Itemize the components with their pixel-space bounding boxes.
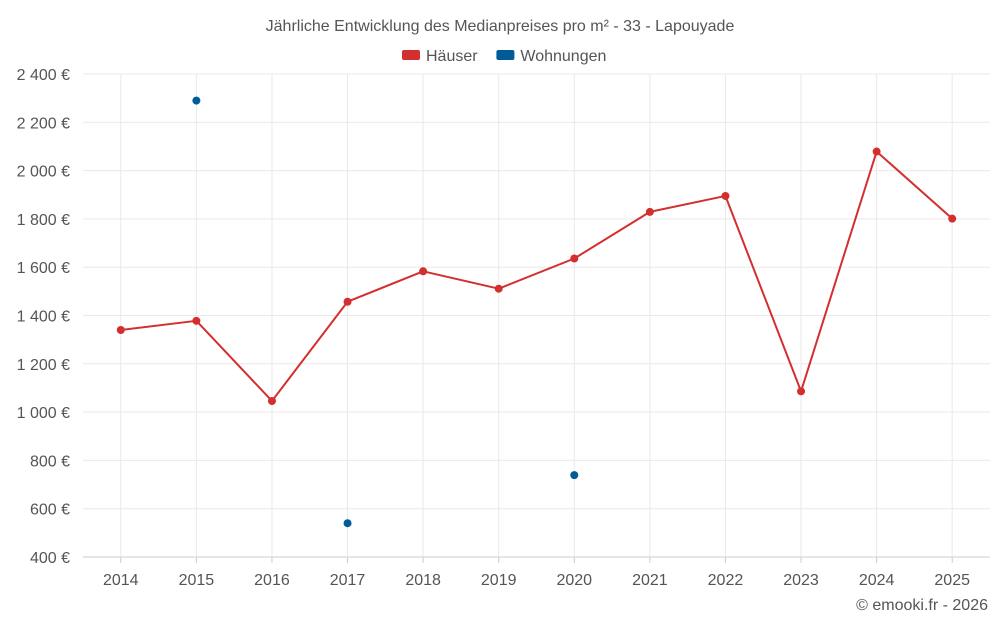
legend: Häuser Wohnungen <box>402 48 606 65</box>
y-tick-label: 1 000 € <box>17 405 70 422</box>
y-tick-label: 600 € <box>30 502 70 519</box>
x-tick-label: 2024 <box>859 572 895 589</box>
data-point-häuser[interactable] <box>797 387 806 396</box>
data-point-wohnungen[interactable] <box>192 96 201 105</box>
x-tick-label: 2020 <box>556 572 592 589</box>
x-tick-label: 2016 <box>254 572 290 589</box>
data-point-häuser[interactable] <box>192 316 201 325</box>
data-point-häuser[interactable] <box>267 396 276 405</box>
legend-label: Wohnungen <box>520 48 606 65</box>
x-tick-label: 2015 <box>179 572 215 589</box>
y-tick-label: 1 400 € <box>17 309 70 326</box>
data-point-häuser[interactable] <box>872 147 881 156</box>
y-tick-label: 1 600 € <box>17 260 70 277</box>
x-tick-label: 2017 <box>330 572 366 589</box>
series-layer <box>116 96 957 528</box>
data-point-häuser[interactable] <box>343 297 352 306</box>
data-point-häuser[interactable] <box>721 191 730 200</box>
copyright-footer: © emooki.fr - 2026 <box>856 597 988 614</box>
y-tick-label: 2 400 € <box>17 67 70 84</box>
y-tick-label: 400 € <box>30 550 70 567</box>
legend-item-wohnungen[interactable]: Wohnungen <box>496 48 606 65</box>
data-point-häuser[interactable] <box>948 214 957 223</box>
x-tick-label: 2019 <box>481 572 517 589</box>
x-tick-label: 2023 <box>783 572 819 589</box>
legend-swatch <box>496 50 515 60</box>
data-point-häuser[interactable] <box>570 254 579 263</box>
data-point-häuser[interactable] <box>116 325 125 334</box>
legend-swatch <box>402 50 420 60</box>
x-tick-label: 2022 <box>708 572 744 589</box>
grid <box>83 73 990 558</box>
data-point-wohnungen[interactable] <box>343 519 352 528</box>
chart-title: Jährliche Entwicklung des Medianpreises … <box>266 18 735 35</box>
series-line-häuser <box>120 150 953 402</box>
y-axis: 400 € 600 € 800 € 1 000 € 1 200 € 1 400 € 1 60… <box>17 67 70 567</box>
legend-label: Häuser <box>426 48 478 65</box>
y-tick-label: 1 200 € <box>17 357 70 374</box>
y-tick-label: 2 000 € <box>17 164 70 181</box>
legend-item-häuser[interactable]: Häuser <box>402 48 478 65</box>
data-point-wohnungen[interactable] <box>570 471 579 480</box>
x-tick-label: 2021 <box>632 572 668 589</box>
x-axis: 2014 2015 2016 2017 2018 2019 2020 2021 2022 2023… <box>103 557 970 589</box>
data-point-häuser[interactable] <box>419 267 428 276</box>
y-tick-label: 1 800 € <box>17 212 70 229</box>
x-tick-label: 2014 <box>103 572 139 589</box>
y-tick-label: 800 € <box>30 453 70 470</box>
x-tick-label: 2025 <box>934 572 970 589</box>
x-tick-label: 2018 <box>405 572 441 589</box>
data-point-häuser[interactable] <box>494 284 503 293</box>
y-tick-label: 2 200 € <box>17 115 70 132</box>
data-point-häuser[interactable] <box>645 207 654 216</box>
